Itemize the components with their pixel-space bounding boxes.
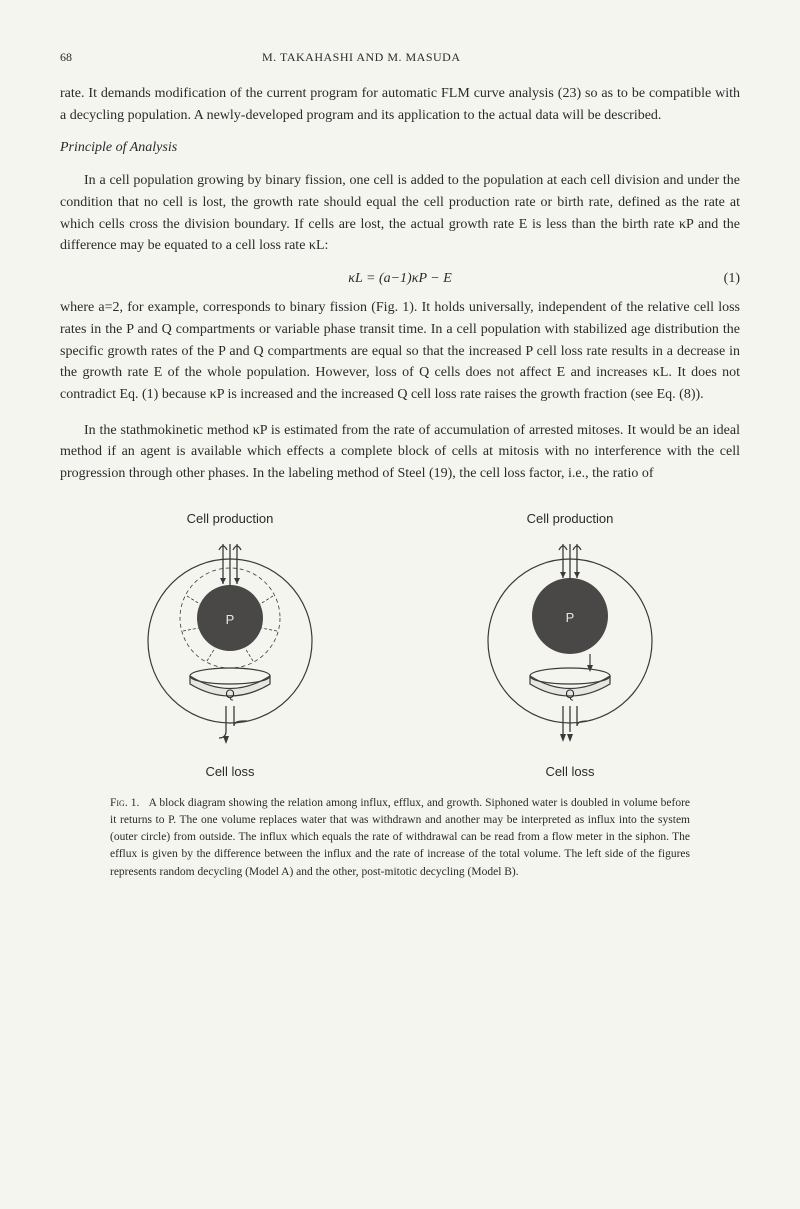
diagram-model-a: P Q [135,536,325,756]
intro-paragraph: rate. It demands modification of the cur… [60,83,740,126]
equation-1: κL = (a−1)κP − E (1) [60,271,740,287]
equation-number: (1) [724,271,740,287]
figure-left: Cell production P Q [105,511,355,779]
fig-right-top-label: Cell production [527,511,614,526]
equation-text: κL = (a−1)κP − E [348,271,452,286]
fig-left-bottom-label: Cell loss [205,764,254,779]
page-header: 68 M. TAKAHASHI AND M. MASUDA [60,50,740,65]
caption-label: Fig. 1. [110,797,139,809]
svg-text:Q: Q [565,687,574,701]
svg-text:P: P [226,612,235,627]
paragraph-3: In the stathmokinetic method κP is estim… [60,420,740,485]
caption-text: A block diagram showing the relation amo… [110,797,690,878]
fig-right-bottom-label: Cell loss [545,764,594,779]
paragraph-1: In a cell population growing by binary f… [60,170,740,257]
paragraph-2: where a=2, for example, corresponds to b… [60,297,740,405]
figure-caption: Fig. 1. A block diagram showing the rela… [110,795,690,881]
svg-text:Q: Q [225,687,234,701]
section-title: Principle of Analysis [60,140,740,156]
figures-container: Cell production P Q [60,511,740,779]
figure-right: Cell production P Q Cell loss [445,511,695,779]
diagram-model-b: P Q [475,536,665,756]
authors: M. TAKAHASHI AND M. MASUDA [262,50,461,65]
svg-text:P: P [566,610,575,625]
page-number: 68 [60,50,72,65]
fig-left-top-label: Cell production [187,511,274,526]
